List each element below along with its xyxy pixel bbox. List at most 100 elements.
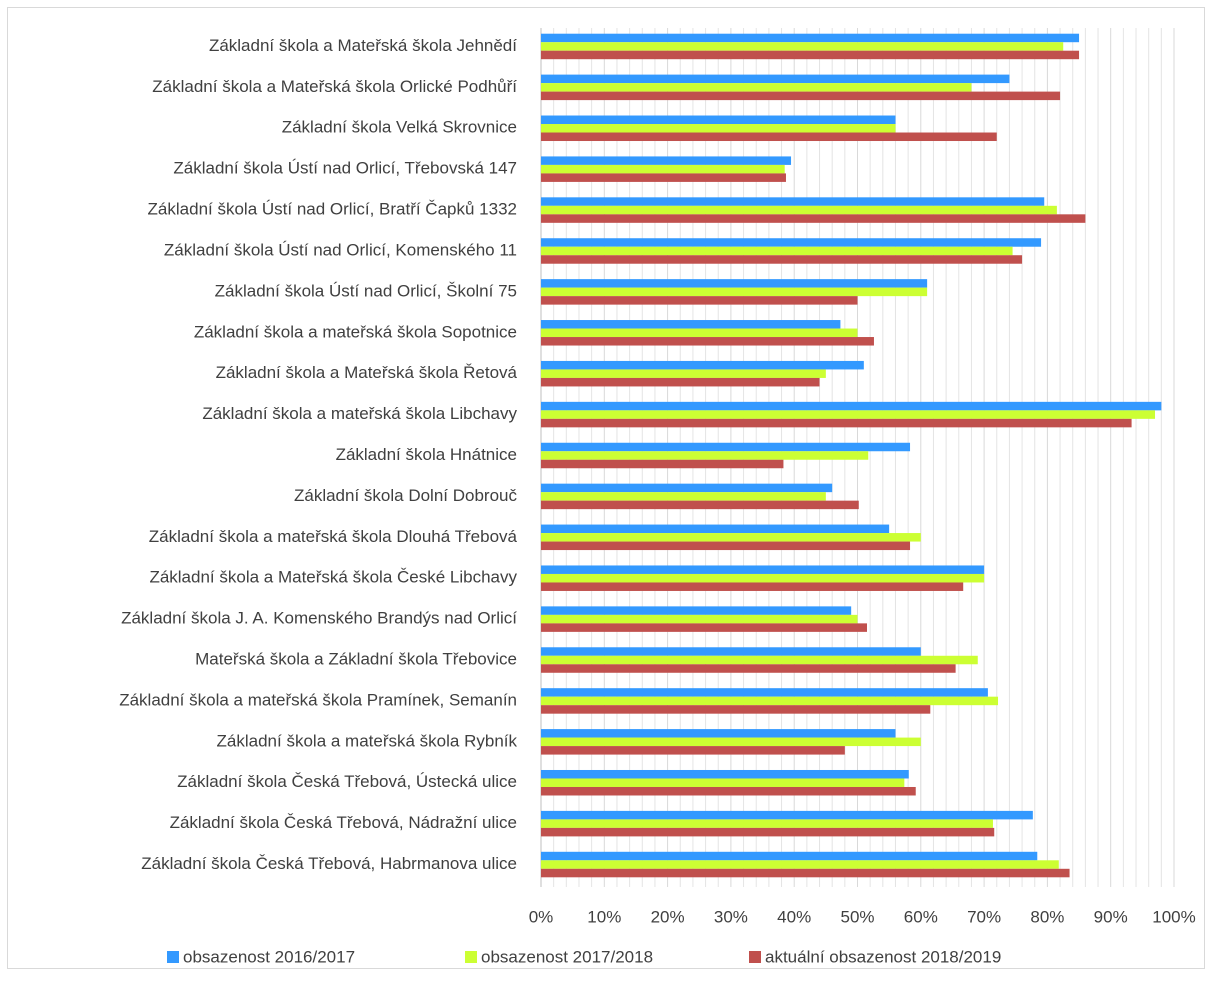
bar <box>541 173 786 182</box>
bar <box>541 729 896 738</box>
bar <box>541 328 858 338</box>
bar <box>541 369 826 378</box>
bar <box>541 696 999 706</box>
bar <box>541 582 964 591</box>
y-tick-label: Základní škola a Mateřská škola České Li… <box>149 568 517 587</box>
x-tick-label: 30% <box>714 907 748 926</box>
bar <box>541 614 858 624</box>
y-tick-label: Základní škola a Mateřská škola Řetová <box>216 363 518 382</box>
bar <box>541 214 1086 223</box>
y-tick-label: Základní škola Česká Třebová, Ústecká ul… <box>177 772 517 791</box>
x-tick-label: 90% <box>1094 907 1128 926</box>
legend-swatch <box>465 951 477 963</box>
y-tick-label: Mateřská škola a Základní škola Třebovic… <box>195 650 517 669</box>
x-tick-label: 60% <box>904 907 938 926</box>
x-tick-label: 100% <box>1152 907 1195 926</box>
y-tick-label: Základní škola Dolní Dobrouč <box>294 486 518 505</box>
bar <box>541 279 928 288</box>
y-tick-label: Základní škola a Mateřská škola Orlické … <box>152 77 517 96</box>
x-tick-label: 10% <box>587 907 621 926</box>
bar <box>541 255 1023 264</box>
y-tick-label: Základní škola Ústí nad Orlicí, Komenské… <box>164 240 517 259</box>
bar <box>541 246 1013 256</box>
bar <box>541 810 1033 820</box>
bar <box>541 573 985 583</box>
bar <box>541 533 921 542</box>
x-tick-label: 0% <box>529 907 554 926</box>
x-tick-label: 40% <box>777 907 811 926</box>
bar <box>541 459 784 469</box>
bar <box>541 737 921 747</box>
legend-label: obsazenost 2016/2017 <box>183 947 355 966</box>
x-tick-label: 50% <box>840 907 874 926</box>
y-tick-label: Základní škola Ústí nad Orlicí, Školní 7… <box>215 281 517 300</box>
bar <box>541 623 867 632</box>
bar <box>541 401 1162 411</box>
y-tick-label: Základní škola Velká Skrovnice <box>282 118 517 137</box>
y-tick-label: Základní škola a mateřská škola Rybník <box>217 731 518 750</box>
legend-swatch <box>749 951 761 963</box>
bar <box>541 115 896 125</box>
bar <box>541 197 1045 206</box>
y-tick-label: Základní škola Ústí nad Orlicí, Bratří Č… <box>148 200 517 219</box>
bar <box>541 778 905 787</box>
bar <box>541 769 909 779</box>
bar <box>541 320 841 329</box>
bar <box>541 819 993 828</box>
y-tick-label: Základní škola Ústí nad Orlicí, Třebovsk… <box>173 159 517 178</box>
bar <box>541 868 1070 878</box>
y-tick-label: Základní škola Česká Třebová, Nádražní u… <box>170 813 517 832</box>
y-tick-label: Základní škola a mateřská škola Sopotnic… <box>194 322 517 341</box>
legend-swatch <box>167 951 179 963</box>
y-tick-label: Základní škola Česká Třebová, Habrmanova… <box>141 854 517 873</box>
bar <box>541 655 978 665</box>
y-tick-label: Základní škola a mateřská škola Dlouhá T… <box>149 527 518 546</box>
bar <box>541 360 864 370</box>
x-tick-label: 20% <box>651 907 685 926</box>
bar <box>541 524 890 534</box>
bar <box>541 205 1057 215</box>
y-tick-label: Základní škola J. A. Komenského Brandýs … <box>121 609 517 628</box>
bar <box>541 377 820 387</box>
bar <box>541 74 1010 84</box>
bar <box>541 851 1038 861</box>
legend-label: aktuální obsazenost 2018/2019 <box>765 947 1001 966</box>
bar <box>541 442 911 452</box>
bar <box>541 296 858 305</box>
bar <box>541 50 1080 60</box>
bar <box>541 132 997 142</box>
bar <box>541 337 874 346</box>
y-tick-label: Základní škola a mateřská škola Libchavy <box>202 404 517 423</box>
bar <box>541 860 1059 869</box>
bar <box>541 746 845 755</box>
bar <box>541 705 931 714</box>
bar <box>541 827 995 837</box>
bar <box>541 500 859 510</box>
bar <box>541 418 1132 428</box>
x-tick-label: 80% <box>1030 907 1064 926</box>
bar <box>541 606 852 615</box>
bar <box>541 483 833 493</box>
bar <box>541 541 911 551</box>
bar <box>541 124 896 133</box>
bar <box>541 238 1042 247</box>
bar <box>541 410 1156 419</box>
bar <box>541 664 956 673</box>
legend-label: obsazenost 2017/2018 <box>481 947 653 966</box>
bar <box>541 33 1080 43</box>
bar <box>541 91 1061 101</box>
bar <box>541 565 985 574</box>
x-tick-label: 70% <box>967 907 1001 926</box>
bar <box>541 83 972 92</box>
bar <box>541 42 1064 51</box>
bar <box>541 164 785 174</box>
bar <box>541 647 921 656</box>
y-tick-label: Základní škola a mateřská škola Pramínek… <box>119 690 517 709</box>
bar <box>541 688 988 697</box>
y-tick-label: Základní škola Hnátnice <box>336 445 517 464</box>
bar <box>541 156 792 165</box>
bar <box>541 492 826 501</box>
bar <box>541 287 928 297</box>
bar <box>541 786 916 796</box>
